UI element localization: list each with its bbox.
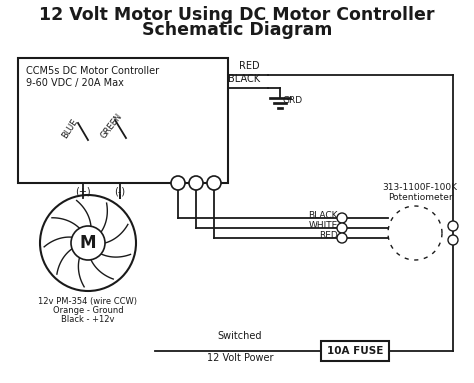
Text: Potentiometer: Potentiometer	[388, 193, 452, 203]
Text: Schematic Diagram: Schematic Diagram	[142, 21, 332, 39]
Text: GREEN: GREEN	[100, 112, 125, 140]
Text: GRD: GRD	[283, 96, 303, 105]
Text: 12v PM-354 (wire CCW): 12v PM-354 (wire CCW)	[38, 297, 137, 306]
Bar	[18, 58, 228, 183]
Text: BLACK: BLACK	[228, 74, 260, 84]
Circle shape	[337, 233, 347, 243]
Bar	[321, 341, 389, 361]
Text: Switched: Switched	[218, 331, 262, 341]
Circle shape	[40, 195, 136, 291]
Text: RED: RED	[319, 231, 338, 241]
Circle shape	[207, 176, 221, 190]
Text: 10A FUSE: 10A FUSE	[327, 346, 383, 356]
Text: RED: RED	[239, 61, 260, 71]
Text: (+): (+)	[75, 187, 91, 197]
Circle shape	[448, 221, 458, 231]
Text: (-): (-)	[114, 187, 126, 197]
Circle shape	[71, 226, 105, 260]
Text: WHITE: WHITE	[309, 221, 338, 231]
Circle shape	[337, 223, 347, 233]
Circle shape	[171, 176, 185, 190]
Text: BLUE: BLUE	[60, 118, 80, 141]
Text: 9-60 VDC / 20A Max: 9-60 VDC / 20A Max	[26, 78, 124, 88]
Circle shape	[337, 213, 347, 223]
Text: Black - +12v: Black - +12v	[61, 315, 115, 324]
Text: M: M	[80, 234, 96, 252]
Text: BLACK: BLACK	[309, 211, 338, 221]
Text: CCM5s DC Motor Controller: CCM5s DC Motor Controller	[26, 66, 159, 76]
Text: 12 Volt Motor Using DC Motor Controller: 12 Volt Motor Using DC Motor Controller	[39, 6, 435, 24]
Circle shape	[448, 235, 458, 245]
Text: 313-1100F-100K: 313-1100F-100K	[383, 183, 457, 193]
Circle shape	[189, 176, 203, 190]
Text: Orange - Ground: Orange - Ground	[53, 306, 123, 315]
Text: 12 Volt Power: 12 Volt Power	[207, 353, 273, 363]
